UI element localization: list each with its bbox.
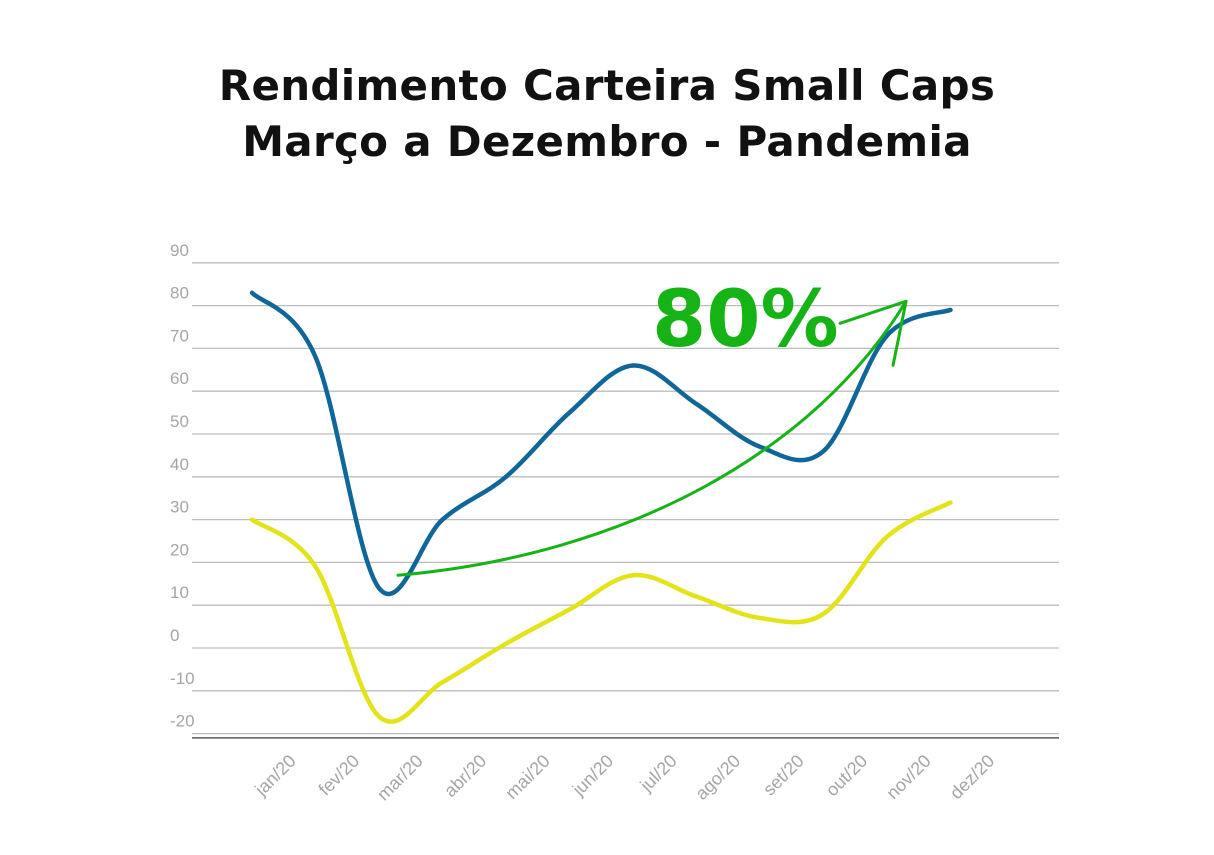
y-tick-label: 30 [170, 498, 189, 517]
growth-label: 80% [652, 275, 839, 365]
x-axis-ticks: jan/20 fev/20 mar/20 abr/20 mai/20 jun/20 jul/… [250, 751, 998, 805]
y-tick-label: -20 [170, 712, 195, 731]
grid-lines [192, 262, 1059, 739]
y-axis-ticks: 90 80 70 60 50 40 30 20 10 0 -10 -20 [170, 241, 195, 731]
y-tick-label: -10 [170, 669, 195, 688]
y-tick-label: 10 [170, 583, 189, 602]
x-tick-label: dez/20 [946, 751, 998, 803]
chart-title: Rendimento Carteira Small Caps Março a D… [0, 58, 1214, 170]
x-tick-label: jun/20 [568, 751, 618, 801]
x-tick-label: jul/20 [636, 751, 681, 796]
series-line-2 [249, 500, 953, 724]
x-tick-label: fev/20 [315, 751, 364, 800]
y-tick-label: 80 [170, 284, 189, 303]
x-tick-label: jan/20 [250, 751, 300, 801]
series-lines [249, 290, 953, 724]
y-tick-label: 90 [170, 241, 189, 260]
x-tick-label: abr/20 [440, 751, 490, 801]
y-tick-label: 20 [170, 540, 189, 559]
series-line-1 [249, 290, 953, 597]
growth-arrow-line [396, 299, 908, 577]
x-tick-label: mar/20 [373, 751, 427, 805]
x-tick-label: out/20 [822, 751, 872, 801]
y-tick-label: 60 [170, 369, 189, 388]
y-tick-label: 40 [170, 455, 189, 474]
growth-arrow-head [838, 299, 908, 367]
y-tick-label: 50 [170, 412, 189, 431]
x-tick-label: ago/20 [691, 751, 744, 804]
x-tick-label: mai/20 [501, 751, 553, 803]
y-tick-label: 70 [170, 326, 189, 345]
chart-title-line-2: Março a Dezembro - Pandemia [242, 117, 972, 166]
chart-title-line-1: Rendimento Carteira Small Caps [218, 61, 996, 110]
growth-annotation: 80% [396, 275, 908, 577]
y-tick-label: 0 [170, 626, 179, 645]
x-tick-label: nov/20 [882, 751, 934, 803]
x-tick-label: set/20 [759, 751, 808, 800]
